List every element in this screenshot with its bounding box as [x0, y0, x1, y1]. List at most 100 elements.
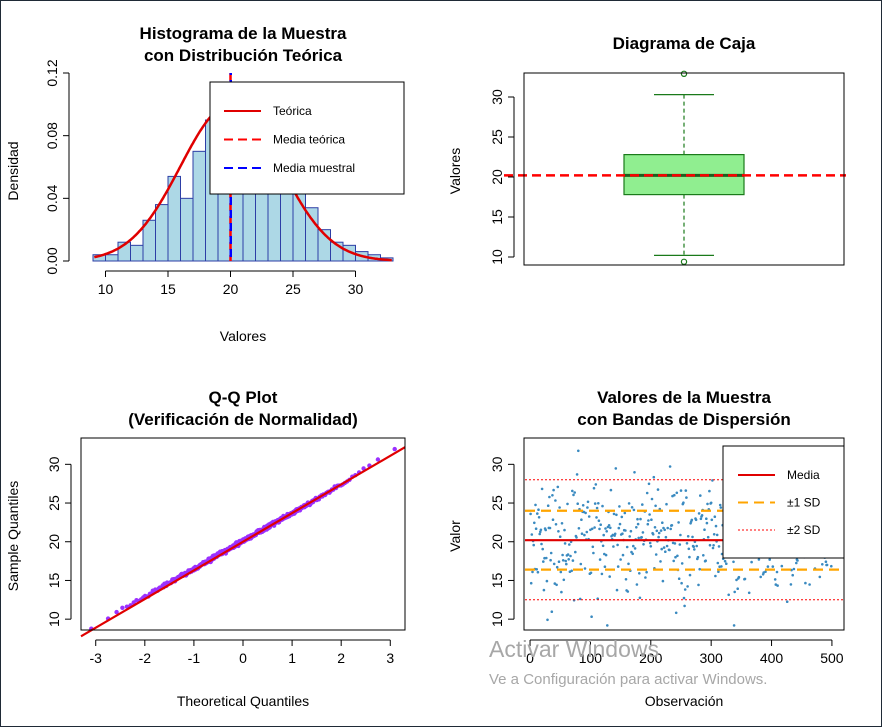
observation-point — [586, 500, 590, 504]
observation-point — [537, 516, 541, 519]
dispersion-x-label: Observación — [645, 693, 724, 709]
observation-point — [771, 565, 775, 568]
observation-point — [540, 542, 543, 546]
histogram-bar — [180, 197, 194, 262]
observation-point — [545, 579, 549, 583]
observation-point — [642, 543, 645, 546]
observation-point — [548, 526, 552, 530]
qqplot-y-tick-label: 30 — [46, 456, 62, 472]
histogram-y-tick-label: 0.12 — [44, 59, 60, 86]
qqplot-y-tick-label: 20 — [46, 534, 62, 550]
observation-point — [680, 581, 683, 585]
observation-point — [715, 533, 719, 537]
observation-point — [708, 543, 712, 547]
observation-point — [601, 504, 604, 508]
observation-point — [546, 618, 549, 622]
observation-point — [648, 541, 652, 545]
histogram-x-tick-label: 30 — [348, 281, 364, 297]
observation-point — [623, 511, 627, 515]
observation-point — [691, 535, 694, 539]
observation-point — [555, 583, 558, 587]
observation-point — [621, 553, 625, 557]
observation-point — [718, 503, 722, 507]
observation-point — [747, 591, 751, 595]
observation-point — [692, 545, 695, 548]
observation-point — [697, 583, 700, 587]
observation-point — [551, 494, 554, 497]
observation-point — [659, 560, 662, 563]
observation-point — [624, 578, 628, 581]
observation-point — [561, 553, 564, 557]
observation-point — [664, 535, 668, 539]
dispersion-title: con Bandas de Dispersión — [577, 410, 791, 429]
observation-point — [632, 544, 635, 548]
observation-point — [532, 543, 535, 547]
observation-point — [598, 558, 602, 561]
observation-point — [539, 528, 543, 532]
observation-point — [662, 546, 666, 549]
observation-point — [717, 570, 720, 573]
observation-point — [540, 487, 544, 491]
observation-point — [593, 502, 597, 505]
windows-activation-hint: Ve a Configuración para activar Windows. — [489, 671, 767, 688]
observation-point — [580, 532, 584, 535]
observation-point — [577, 527, 581, 530]
legend-entry: ±2 SD — [787, 523, 821, 537]
observation-point — [677, 521, 680, 524]
dispersion-x-tick-label: 200 — [639, 650, 663, 666]
observation-point — [680, 562, 684, 565]
observation-point — [544, 528, 547, 532]
observation-point — [775, 570, 779, 574]
observation-point — [618, 522, 622, 526]
observation-point — [705, 521, 709, 525]
observation-point — [759, 575, 762, 579]
dispersion-x-tick-label: 500 — [820, 650, 844, 666]
observation-point — [644, 576, 647, 579]
observation-point — [612, 512, 616, 516]
boxplot-y-tick-label: 20 — [489, 169, 505, 185]
observation-point — [674, 555, 677, 559]
observation-point — [808, 583, 811, 586]
histogram-bar — [130, 244, 144, 262]
observation-point — [604, 553, 608, 557]
observation-point — [683, 604, 686, 608]
observation-point — [620, 515, 624, 519]
observation-point — [670, 524, 674, 527]
histogram-legend-box — [209, 81, 405, 195]
observation-point — [830, 564, 833, 568]
observation-point — [704, 559, 707, 562]
observation-point — [716, 561, 720, 565]
qq-point — [114, 609, 119, 615]
observation-point — [649, 545, 653, 548]
observation-point — [766, 565, 770, 568]
outlier-point — [680, 70, 688, 78]
qqplot-y-tick-label: 25 — [46, 495, 62, 511]
dispersion-y-label: Valor — [447, 520, 463, 552]
observation-point — [571, 559, 575, 562]
observation-point — [732, 624, 736, 627]
observation-point — [609, 526, 612, 530]
observation-point — [619, 558, 622, 561]
observation-point — [537, 508, 540, 512]
observation-point — [789, 583, 793, 586]
qqplot-title: (Verificación de Normalidad) — [128, 410, 358, 429]
observation-point — [583, 567, 587, 570]
observation-point — [612, 545, 615, 548]
observation-point — [629, 529, 633, 533]
observation-point — [712, 544, 715, 547]
dispersion-x-tick-label: 300 — [699, 650, 723, 666]
observation-point — [706, 502, 709, 506]
observation-point — [713, 515, 717, 518]
observation-point — [580, 518, 583, 521]
observation-point — [587, 515, 591, 518]
observation-point — [653, 526, 657, 529]
observation-point — [710, 518, 714, 522]
observation-point — [572, 493, 575, 497]
observation-point — [650, 497, 654, 501]
observation-point — [651, 533, 655, 536]
observation-point — [773, 578, 777, 581]
observation-point — [539, 530, 542, 534]
observation-point — [549, 551, 553, 555]
observation-point — [657, 535, 660, 539]
